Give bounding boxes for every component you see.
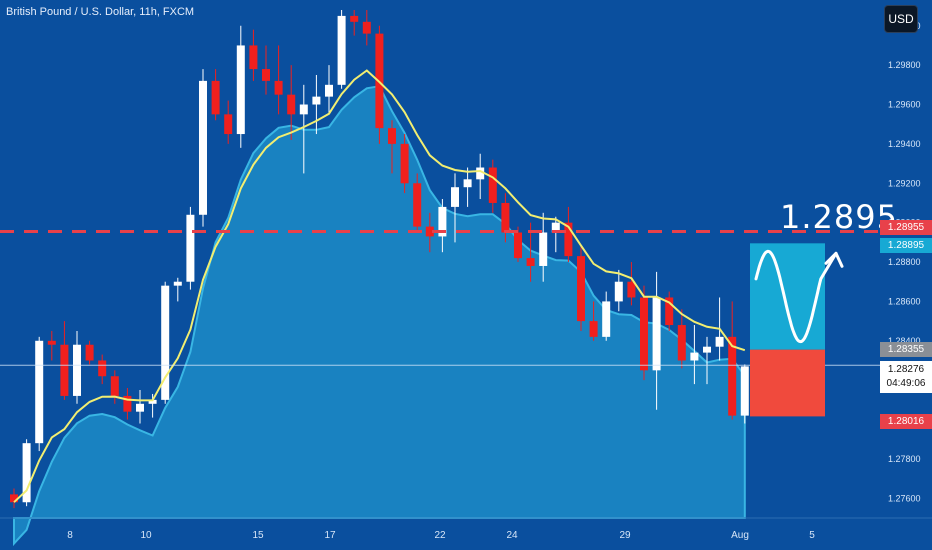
x-tick-label: 29 (619, 530, 631, 541)
candle-body (690, 352, 699, 361)
candle-body (640, 297, 648, 371)
candle-body (199, 80, 207, 215)
candle-body (526, 258, 535, 266)
candle-body (665, 297, 674, 326)
candle-body (413, 183, 422, 227)
candle-body (425, 226, 434, 237)
y-tick-label: 1.29800 (888, 60, 921, 70)
candle-body (249, 45, 258, 70)
candle-body (85, 344, 94, 361)
candle-body (10, 494, 18, 503)
candle-body (589, 321, 598, 337)
candle-body (186, 214, 195, 282)
price-tag-low: 1.28016 (880, 414, 932, 429)
candle-body (488, 167, 497, 203)
y-tick-label: 1.29600 (888, 100, 921, 110)
candle-body (501, 202, 510, 233)
candle-body (299, 104, 308, 115)
candle-body (173, 281, 182, 286)
forecast-arrow-head (824, 251, 844, 268)
x-tick-label: 22 (434, 530, 446, 541)
x-tick-label: 10 (140, 530, 152, 541)
x-tick-label: 8 (67, 530, 73, 541)
candle-body (22, 443, 31, 503)
candle-body (602, 301, 611, 337)
candle-body (110, 376, 119, 396)
price-tag-1: 1.28955 (880, 220, 932, 235)
candle-body (35, 340, 44, 444)
forecast-loss-zone (750, 349, 825, 417)
candle-body (148, 399, 157, 404)
candle-body (236, 45, 245, 135)
candle-body (123, 395, 132, 412)
candle-body (564, 222, 573, 257)
x-tick-label: Aug (731, 530, 749, 541)
y-tick-label: 1.29200 (888, 178, 921, 188)
price-tag-mid: 1.28355 (880, 342, 932, 357)
y-tick-label: 1.27800 (888, 454, 921, 464)
x-tick-label: 15 (252, 530, 264, 541)
y-tick-label: 1.28800 (888, 257, 921, 267)
current-price: 1.28276 (887, 364, 925, 375)
candle-body (161, 285, 170, 400)
candle-body (451, 187, 459, 207)
candle-body (211, 80, 220, 115)
candle-body (312, 96, 321, 105)
forecast-wave (754, 249, 838, 344)
candle-body (73, 344, 81, 396)
candle-body (614, 281, 623, 302)
chart-title: British Pound / U.S. Dollar, 11h, FXCM (6, 6, 195, 18)
y-tick-label: 1.29400 (888, 139, 921, 149)
candle-body (274, 80, 283, 95)
moving-average-line (13, 69, 746, 503)
candle-body (136, 403, 144, 412)
candle-body (652, 297, 661, 371)
x-axis: 8 10 15 17 22 24 29 Aug 5 (0, 517, 932, 541)
candle-body (463, 179, 472, 188)
candle-body (287, 94, 296, 115)
candle-body (362, 21, 371, 34)
candle-body (514, 232, 522, 259)
x-tick-label: 17 (324, 530, 336, 541)
candle-body (262, 69, 270, 81)
candle-body (350, 15, 359, 22)
candle-body (715, 336, 724, 347)
candle-body (703, 346, 711, 353)
x-tick-label: 24 (506, 530, 518, 541)
candle-body (539, 232, 548, 266)
candle-body (438, 206, 447, 237)
y-tick-label: 1.28400 (888, 336, 921, 346)
candle-body (388, 128, 396, 144)
candle-body (224, 114, 233, 135)
candle-body (400, 143, 409, 184)
x-tick-label: 5 (809, 530, 815, 541)
y-tick-label: 1.27600 (888, 493, 921, 503)
price-tag-2: 1.28895 (880, 238, 932, 253)
candle-body (98, 360, 107, 377)
candle-body (60, 344, 69, 396)
current-price-tag: 1.28276 04:49:06 (880, 361, 932, 393)
candle-body (325, 84, 333, 97)
forecast-box (750, 243, 844, 417)
candle-body (740, 366, 749, 416)
candle-body (337, 15, 346, 85)
candle-body (728, 336, 737, 416)
target-price-label: 1.2895 (780, 198, 898, 236)
candle-body (551, 222, 560, 233)
candle-body (577, 256, 585, 322)
currency-button[interactable]: USD (884, 5, 918, 33)
candle-body (677, 325, 686, 361)
candle-body (476, 167, 485, 180)
countdown: 04:49:06 (886, 378, 926, 389)
candle-body (627, 281, 636, 298)
candle-body (47, 340, 56, 345)
y-tick-label: 1.28600 (888, 296, 921, 306)
